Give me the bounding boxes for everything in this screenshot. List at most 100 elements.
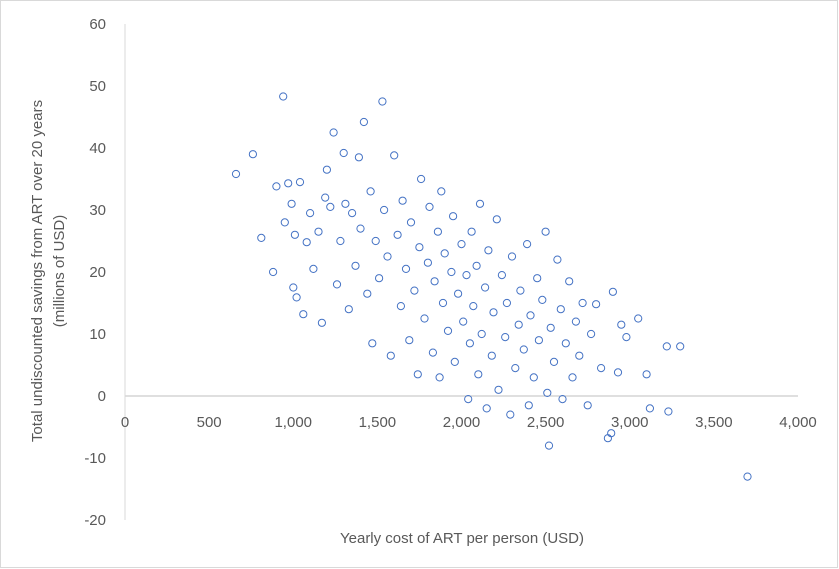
data-point	[516, 286, 525, 295]
data-point	[642, 370, 651, 379]
data-point	[425, 202, 434, 211]
data-point	[322, 165, 331, 174]
data-point	[613, 368, 623, 377]
data-point	[541, 227, 550, 236]
data-point	[290, 230, 299, 239]
data-point	[289, 283, 298, 292]
data-point	[231, 169, 241, 179]
data-point	[634, 314, 643, 323]
data-point	[553, 255, 562, 264]
data-points	[231, 92, 752, 481]
y-tick-labels: -20 -10 0 10 20 30 40 50 60	[84, 16, 106, 529]
data-point	[502, 298, 511, 308]
data-point	[406, 218, 416, 227]
data-point	[506, 410, 515, 419]
data-point	[341, 199, 350, 208]
data-point	[454, 289, 463, 298]
data-point	[450, 357, 459, 366]
x-tick-label: 3,000	[611, 414, 649, 431]
data-point	[449, 212, 458, 221]
data-point	[317, 318, 326, 327]
data-point	[544, 441, 554, 450]
data-point	[514, 320, 523, 329]
data-point	[592, 300, 601, 309]
data-point	[380, 205, 389, 215]
data-point	[306, 209, 315, 218]
data-point	[497, 271, 506, 280]
data-point	[248, 150, 257, 159]
data-point	[511, 364, 520, 373]
data-point	[457, 240, 466, 249]
data-point	[469, 302, 478, 311]
data-point	[617, 320, 626, 329]
data-point	[538, 295, 547, 304]
y-axis-title: Total undiscounted savings from ART over…	[29, 100, 46, 442]
y-tick-label: 30	[89, 202, 106, 219]
data-point	[549, 357, 559, 366]
data-point	[292, 293, 301, 302]
data-point	[546, 323, 555, 332]
data-point	[481, 283, 490, 292]
data-point	[368, 339, 377, 348]
data-point	[417, 174, 426, 184]
data-point	[529, 373, 538, 382]
data-point	[534, 336, 544, 345]
x-tick-label: 1,500	[359, 414, 397, 431]
data-point	[383, 252, 392, 261]
data-point	[413, 370, 422, 379]
data-point	[645, 404, 655, 413]
data-point	[472, 261, 481, 270]
data-point	[465, 339, 474, 348]
x-tick-label: 0	[121, 414, 129, 431]
data-point	[443, 326, 453, 335]
data-point	[339, 148, 348, 158]
data-point	[603, 434, 613, 443]
x-axis-title: Yearly cost of ART per person (USD)	[340, 530, 584, 547]
data-point	[447, 267, 456, 277]
data-point	[556, 305, 565, 314]
data-point	[492, 215, 501, 224]
data-point	[519, 345, 528, 354]
data-point	[363, 289, 372, 298]
data-point	[664, 407, 673, 416]
data-point	[440, 249, 449, 258]
data-point	[257, 233, 266, 242]
data-point	[558, 395, 567, 404]
data-point	[314, 227, 323, 236]
data-point	[587, 329, 596, 339]
data-point	[507, 252, 517, 261]
data-point	[583, 401, 592, 410]
data-point	[390, 151, 399, 160]
data-point	[459, 317, 468, 326]
data-point	[326, 202, 335, 211]
data-point	[269, 267, 278, 277]
data-point	[743, 472, 752, 481]
data-point	[676, 342, 685, 351]
data-point	[428, 348, 437, 357]
data-point	[356, 224, 365, 233]
data-point	[435, 373, 444, 382]
data-point	[359, 117, 368, 127]
data-point	[378, 97, 387, 106]
data-point	[398, 196, 407, 205]
data-point	[484, 246, 493, 255]
x-tick-label: 2,000	[443, 414, 481, 431]
data-point	[401, 264, 411, 273]
data-point	[287, 199, 296, 208]
data-point	[272, 182, 281, 191]
data-point	[571, 317, 581, 326]
data-point	[474, 370, 483, 379]
data-point	[430, 277, 439, 286]
data-point	[462, 271, 471, 280]
y-tick-label: 20	[89, 264, 106, 281]
data-point	[464, 395, 473, 404]
data-point	[487, 351, 496, 360]
data-point	[565, 277, 574, 286]
y-tick-label: 0	[98, 388, 106, 405]
data-point	[533, 274, 542, 283]
data-point	[410, 286, 419, 295]
data-point	[622, 333, 631, 342]
data-point	[477, 329, 486, 339]
x-tick-label: 1,000	[274, 414, 312, 431]
data-point	[332, 280, 342, 289]
